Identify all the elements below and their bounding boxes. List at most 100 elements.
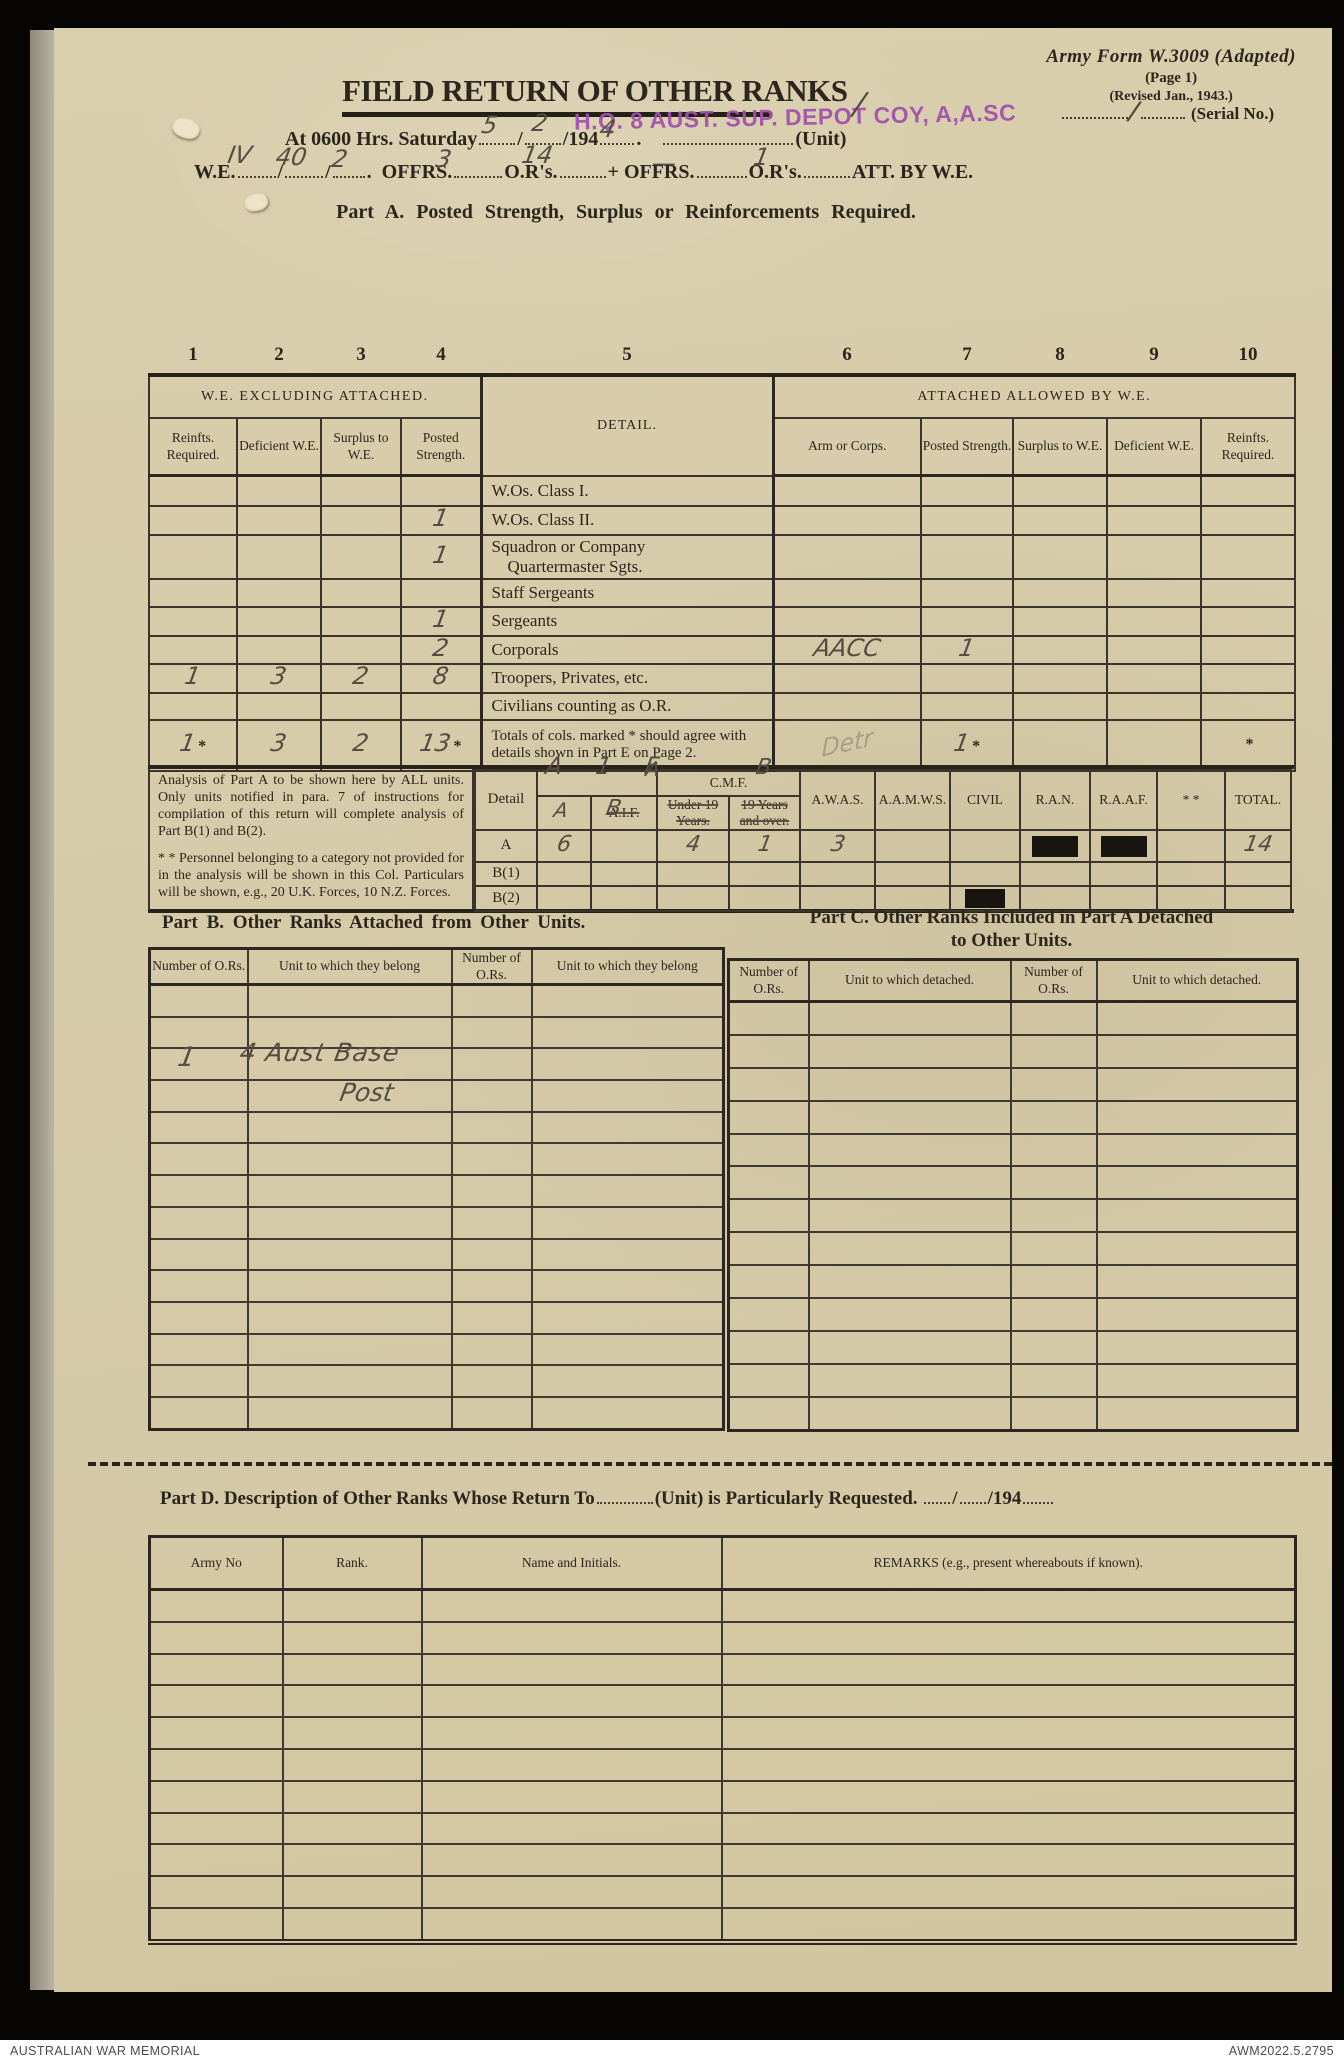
part-d-empty-cell bbox=[420, 1906, 723, 1943]
value-cell: Detr bbox=[772, 718, 922, 772]
part-b-empty-cell bbox=[148, 1142, 249, 1177]
handwritten-day: 5 bbox=[479, 111, 500, 139]
part-d-slash: / bbox=[952, 1488, 958, 1509]
part-d-empty-cell bbox=[148, 1906, 284, 1943]
part-b-empty-cell bbox=[530, 1395, 725, 1431]
value-cell: 2 bbox=[320, 662, 402, 694]
value-cell bbox=[236, 691, 322, 721]
ors-dotted-leader bbox=[559, 161, 606, 178]
value-cell: 1* bbox=[148, 718, 238, 772]
under19-label-struck: Under 19 Years. bbox=[667, 797, 719, 828]
part-d-dotted-leader bbox=[924, 1487, 951, 1504]
handwritten-ors: 14 bbox=[519, 141, 556, 169]
we-label: W.E. bbox=[194, 161, 236, 183]
sub-column-header: Deficient W.E. bbox=[1106, 417, 1202, 477]
sub-column-header: Posted Strength. bbox=[400, 417, 482, 477]
part-d-empty-cell bbox=[420, 1684, 723, 1719]
part-c-empty-cell bbox=[807, 1132, 1012, 1168]
part-c-empty-cell bbox=[807, 1165, 1012, 1201]
analysis-cmf-group: C.M.F. bbox=[656, 769, 801, 797]
analysis-value-cell bbox=[949, 829, 1021, 863]
value-cell bbox=[236, 634, 322, 665]
value-cell bbox=[1012, 634, 1108, 665]
part-b-empty-cell bbox=[246, 1174, 453, 1208]
handwritten-value: 1 bbox=[182, 662, 204, 690]
part-b-empty-row bbox=[148, 1395, 725, 1431]
part-d-empty-cell bbox=[720, 1811, 1297, 1846]
part-d-table: Army No Rank. Name and Initials. REMARKS (e… bbox=[148, 1535, 1297, 1945]
analysis-value-cell bbox=[1156, 861, 1226, 887]
value-cell: 3 bbox=[236, 662, 322, 694]
part-c-empty-cell bbox=[807, 1066, 1012, 1102]
part-d-dotted-leader bbox=[596, 1487, 653, 1504]
value-cell bbox=[1200, 691, 1296, 721]
part-d-column-header: REMARKS (e.g., present whereabouts if kn… bbox=[720, 1535, 1297, 1591]
analysis-value-cell bbox=[799, 861, 876, 887]
serial-dotted-leader bbox=[1062, 102, 1128, 119]
analysis-value-cell bbox=[874, 885, 951, 912]
part-c-empty-cell bbox=[807, 1362, 1012, 1398]
part-c-empty-cell bbox=[807, 1395, 1012, 1432]
value-cell bbox=[148, 474, 238, 507]
handwritten-we-3: 2 bbox=[329, 145, 350, 173]
part-b-empty-cell bbox=[148, 1015, 249, 1050]
value-cell bbox=[320, 474, 402, 507]
part-b-column-header: Unit to which they belong bbox=[246, 947, 453, 986]
offrs-label: OFFRS. bbox=[381, 161, 453, 183]
part-c-empty-cell bbox=[1095, 1395, 1299, 1432]
unit-label: (Unit) bbox=[795, 128, 847, 150]
value-cell bbox=[148, 533, 238, 580]
analysis-header-row1: Detail C.M.F. A.W.A.S. A.A.M.W.S. CIVIL R.A.N… bbox=[474, 769, 1292, 831]
part-c-heading-line1: Part C. Other Ranks Included in Part A D… bbox=[809, 907, 1214, 928]
ors-label: O.R's. bbox=[504, 161, 558, 183]
value-cell bbox=[148, 691, 238, 721]
part-b-empty-row bbox=[148, 983, 725, 1018]
value-cell bbox=[920, 474, 1014, 507]
part-d-empty-cell bbox=[420, 1779, 723, 1814]
part-b-empty-row bbox=[148, 1174, 725, 1208]
analysis-value-cell bbox=[874, 861, 951, 887]
sub-column-header: Surplus to W.E. bbox=[1012, 417, 1108, 477]
value-cell bbox=[1106, 533, 1202, 580]
part-b-empty-cell bbox=[450, 1110, 533, 1145]
column-number: 4 bbox=[401, 337, 481, 377]
analysis-aif-subcell: A.I.F. bbox=[590, 795, 658, 831]
part-c-empty-cell bbox=[1009, 1297, 1098, 1332]
column-number: 7 bbox=[921, 337, 1013, 377]
handwritten-value: 2 bbox=[350, 662, 372, 690]
part-d-empty-cell bbox=[148, 1843, 284, 1878]
part-c-empty-cell bbox=[807, 1297, 1012, 1332]
form-revised-line: (Revised Jan., 1943.) bbox=[1109, 88, 1233, 104]
handwritten-value: 1 bbox=[430, 605, 451, 633]
part-d-header-row: Army No Rank. Name and Initials. REMARKS (e… bbox=[148, 1535, 1297, 1591]
value-cell bbox=[1200, 605, 1296, 637]
handwritten-b-after-cmf: B bbox=[753, 755, 774, 780]
column-number: 2 bbox=[237, 337, 321, 377]
value-cell: 1 bbox=[148, 662, 238, 694]
value-cell: 13* bbox=[400, 718, 482, 772]
part-b-empty-cell bbox=[246, 983, 453, 1018]
part-d-empty-cell bbox=[148, 1588, 284, 1623]
value-cell bbox=[400, 577, 482, 608]
value-cell: 1 bbox=[400, 504, 482, 536]
part-b-empty-cell bbox=[148, 1174, 249, 1208]
printed-asterisk: * bbox=[972, 738, 981, 755]
part-c-column-header: Unit to which detached. bbox=[1095, 958, 1299, 1003]
part-c-empty-cell bbox=[1009, 1132, 1098, 1168]
analysis-value-cell bbox=[1224, 885, 1292, 912]
part-c-empty-cell bbox=[1009, 1231, 1098, 1267]
analysis-value-cell: 4 bbox=[656, 829, 730, 863]
we-period: . bbox=[366, 161, 372, 183]
part-c-empty-cell bbox=[727, 1000, 810, 1036]
part-c-empty-cell bbox=[1009, 1033, 1098, 1069]
over19-label-struck: 19 Years and over. bbox=[739, 797, 790, 828]
value-cell bbox=[1200, 577, 1296, 608]
part-b-heading: Part B. Other Ranks Attached from Other … bbox=[162, 912, 586, 933]
analysis-value-cell bbox=[1089, 829, 1158, 863]
column-numbers-row: 1 2 3 4 5 6 7 8 9 10 bbox=[149, 337, 1295, 377]
date-year-printed: /194 bbox=[562, 128, 599, 150]
handwritten-value: 1 bbox=[430, 504, 451, 532]
analysis-value-cell bbox=[590, 861, 658, 887]
part-d-empty-cell bbox=[281, 1620, 423, 1655]
